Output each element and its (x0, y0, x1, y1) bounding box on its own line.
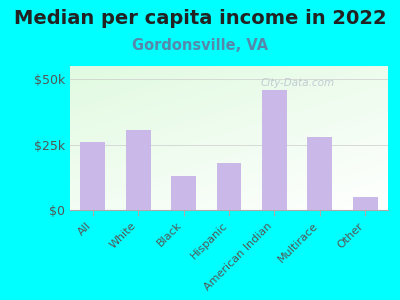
Text: City-Data.com: City-Data.com (261, 78, 335, 88)
Bar (353, 197, 378, 210)
Bar (171, 176, 196, 210)
Bar (262, 90, 287, 210)
Bar (307, 137, 332, 210)
Text: Gordonsville, VA: Gordonsville, VA (132, 38, 268, 52)
Text: Median per capita income in 2022: Median per capita income in 2022 (14, 9, 386, 28)
Bar (80, 142, 105, 210)
Bar (126, 130, 151, 210)
Bar (216, 163, 242, 210)
